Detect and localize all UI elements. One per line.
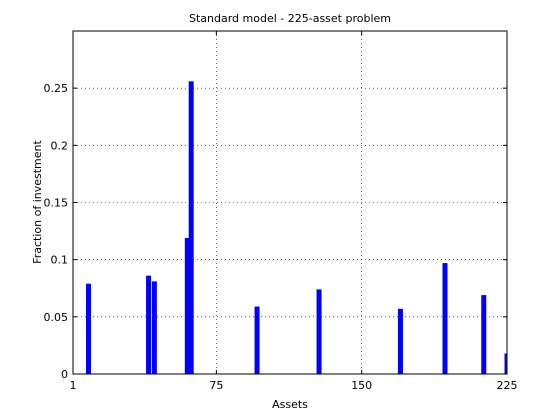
bars bbox=[86, 81, 507, 374]
y-tick-label: 0.05 bbox=[44, 311, 69, 324]
y-ticks: 0 0.05 0.1 0.15 0.2 0.25 bbox=[44, 82, 507, 381]
bar bbox=[184, 237, 190, 374]
bar bbox=[504, 353, 507, 374]
x-tick-label: 225 bbox=[497, 379, 518, 392]
bar bbox=[316, 289, 322, 374]
bar bbox=[254, 306, 260, 374]
y-axis-label: Fraction of investment bbox=[31, 140, 44, 264]
bar bbox=[481, 295, 487, 374]
x-axis-label: Assets bbox=[272, 398, 308, 411]
bar bbox=[86, 283, 91, 374]
x-tick-label: 150 bbox=[351, 379, 372, 392]
bar bbox=[146, 275, 152, 374]
y-tick-label: 0.2 bbox=[51, 139, 69, 152]
chart-title: Standard model - 225-asset problem bbox=[189, 12, 391, 25]
grid-lines bbox=[73, 31, 507, 374]
x-ticks: 1 75 150 225 bbox=[70, 31, 518, 392]
bar bbox=[151, 281, 157, 374]
x-tick-label: 1 bbox=[70, 379, 77, 392]
y-tick-label: 0.1 bbox=[51, 254, 69, 267]
bar bbox=[397, 308, 403, 374]
y-tick-label: 0.25 bbox=[44, 82, 69, 95]
x-tick-label: 75 bbox=[209, 379, 223, 392]
y-tick-label: 0.15 bbox=[44, 197, 69, 210]
y-tick-label: 0 bbox=[61, 368, 68, 381]
bar bbox=[188, 81, 194, 374]
bar bbox=[442, 263, 448, 374]
